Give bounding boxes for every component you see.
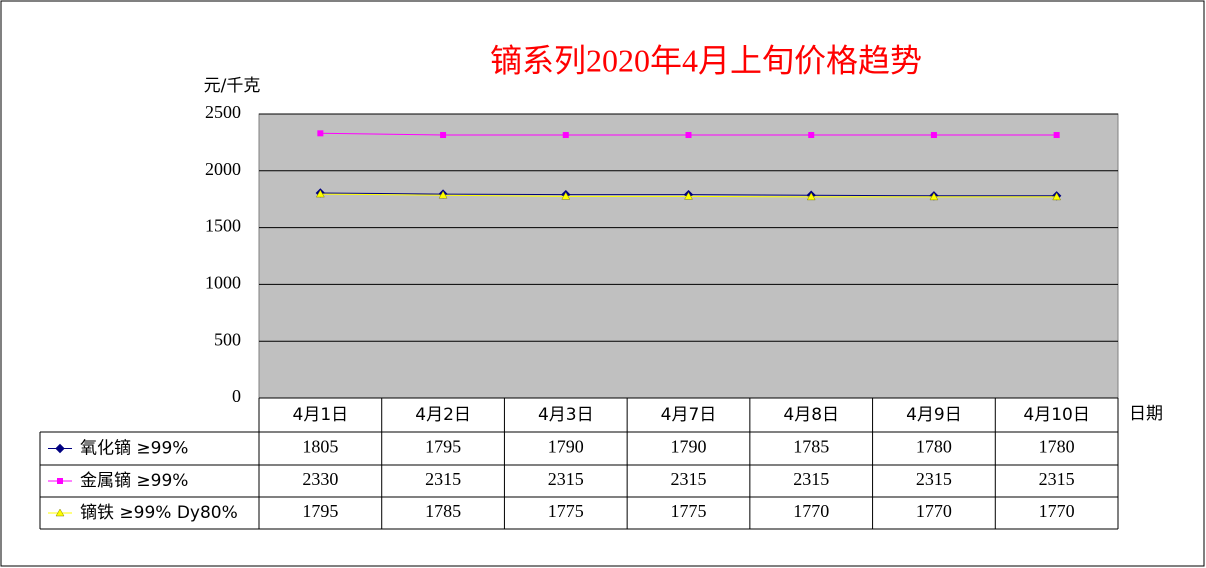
table-value: 1780 <box>1039 437 1075 457</box>
table-value: 2315 <box>1039 469 1075 489</box>
table-value: 1785 <box>425 501 461 521</box>
marker <box>684 191 693 200</box>
x-tick-label: 4月2日 <box>415 405 471 425</box>
table-value: 2315 <box>425 469 461 489</box>
legend-label: 金属镝 ≥99% <box>80 471 188 491</box>
chart-title: 镝系列2020年4月上旬价格趋势 <box>490 42 922 78</box>
marker <box>57 478 63 484</box>
table-value: 1770 <box>1039 501 1075 521</box>
table-value: 2315 <box>671 469 707 489</box>
y-tick-label: 2500 <box>205 102 241 122</box>
table-value: 2330 <box>302 469 338 489</box>
marker <box>438 190 448 199</box>
table-value: 2315 <box>548 469 584 489</box>
marker <box>806 192 816 201</box>
legend-label: 镝铁 ≥99% Dy80% <box>80 503 238 523</box>
x-tick-label: 4月3日 <box>538 405 594 425</box>
marker <box>317 130 324 137</box>
y-tick-label: 1500 <box>205 216 241 236</box>
x-tick-label: 4月8日 <box>783 405 839 425</box>
table-value: 1795 <box>302 501 338 521</box>
marker <box>561 191 571 200</box>
y-tick-label: 2000 <box>205 159 241 179</box>
marker <box>1053 132 1060 139</box>
table-value: 1770 <box>916 501 952 521</box>
table-value: 1770 <box>793 501 829 521</box>
y-tick-label: 1000 <box>205 273 241 293</box>
x-tick-label: 4月10日 <box>1023 405 1089 425</box>
legend-label: 氧化镝 ≥99% <box>80 439 188 459</box>
table-value: 1795 <box>425 437 461 457</box>
y-tick-label: 0 <box>232 386 241 406</box>
table-value: 1780 <box>916 437 952 457</box>
marker <box>440 132 447 139</box>
marker <box>1052 192 1062 201</box>
table-value: 2315 <box>793 469 829 489</box>
table-value: 1775 <box>548 501 584 521</box>
marker <box>562 132 569 139</box>
table-value: 1790 <box>548 437 584 457</box>
x-tick-label: 4月9日 <box>906 405 962 425</box>
marker <box>930 132 937 139</box>
table-value: 1790 <box>671 437 707 457</box>
marker <box>55 508 65 517</box>
marker <box>929 192 939 201</box>
marker <box>808 132 815 139</box>
x-tick-label: 4月1日 <box>293 405 349 425</box>
table-value: 2315 <box>916 469 952 489</box>
y-axis-label: 元/千克 <box>204 76 261 96</box>
marker <box>55 443 65 454</box>
x-tick-label: 4月7日 <box>661 405 717 425</box>
table-value: 1775 <box>671 501 707 521</box>
x-axis-label: 日期 <box>1129 404 1163 424</box>
plot-area <box>258 113 1119 399</box>
marker <box>685 132 692 139</box>
table-value: 1805 <box>302 437 338 457</box>
y-tick-label: 500 <box>214 329 241 349</box>
table-value: 1785 <box>793 437 829 457</box>
marker <box>315 189 325 198</box>
